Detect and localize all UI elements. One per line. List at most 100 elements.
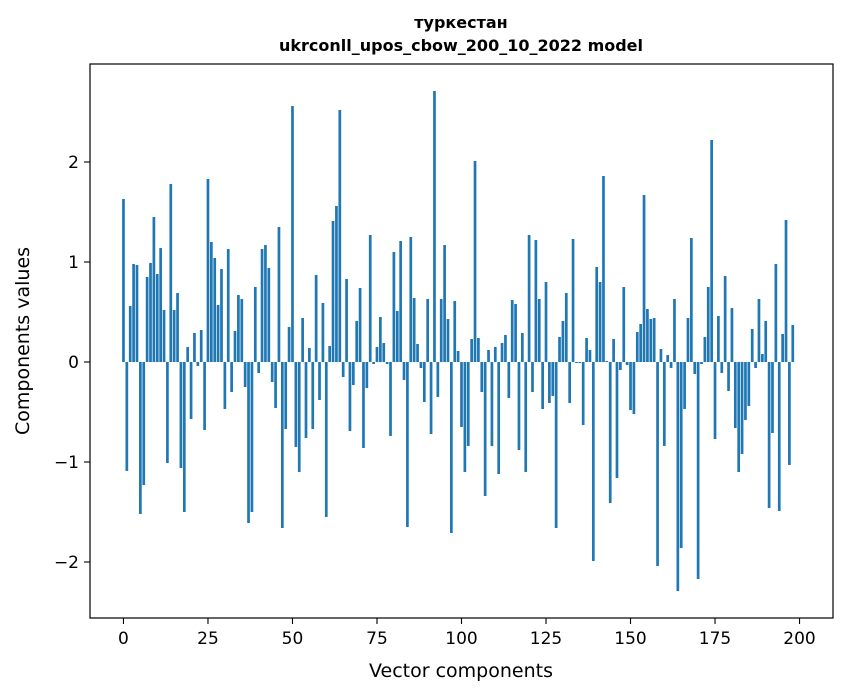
bar (294, 362, 298, 447)
bar (328, 346, 332, 362)
bar (450, 362, 453, 533)
bar (720, 362, 724, 373)
bar (324, 362, 328, 517)
bar (193, 333, 196, 362)
bar (132, 264, 135, 362)
bar (551, 362, 555, 396)
bar (284, 362, 288, 429)
bar (571, 239, 575, 362)
bar (781, 334, 784, 362)
bar (196, 362, 200, 366)
bar (490, 362, 494, 446)
bar (520, 333, 524, 362)
bar (544, 282, 548, 362)
bar (713, 362, 717, 439)
bar (629, 362, 632, 410)
bar (179, 362, 183, 468)
bar (676, 362, 680, 591)
bar (480, 362, 484, 392)
bar (483, 362, 487, 496)
bar (314, 275, 318, 362)
bar (537, 299, 541, 362)
bar (182, 362, 186, 512)
bar (747, 362, 751, 406)
bar (351, 362, 355, 385)
bar (744, 362, 747, 420)
bar (226, 249, 230, 362)
bar (186, 347, 190, 362)
y-axis-label: Components values (12, 247, 34, 435)
bar (649, 319, 653, 362)
bar (578, 362, 582, 363)
bar (253, 287, 257, 362)
y-tick-label: 2 (68, 153, 79, 173)
bar (149, 263, 152, 362)
bar (392, 252, 396, 362)
bar (686, 318, 690, 362)
bar (189, 362, 193, 419)
bar (233, 331, 237, 362)
bar (206, 179, 210, 362)
bar (619, 362, 622, 370)
bar (683, 362, 686, 409)
bar (761, 354, 764, 362)
bar (335, 206, 338, 362)
bar (740, 362, 744, 454)
bar (243, 362, 247, 387)
bar (426, 299, 430, 362)
bar (135, 265, 139, 362)
bar (159, 248, 162, 362)
bar (416, 344, 419, 362)
x-axis-ticks: 0 25 50 75 100 125 150 175 200 (118, 618, 816, 649)
bar (422, 362, 426, 402)
bar (162, 310, 166, 362)
bar (176, 293, 179, 362)
bar (730, 308, 734, 362)
bar (767, 362, 771, 508)
bar (591, 362, 595, 561)
bar (561, 321, 565, 362)
bar (433, 91, 436, 362)
bar (365, 362, 369, 388)
bar (700, 362, 703, 364)
bar (500, 343, 504, 362)
x-tick-label: 200 (783, 629, 815, 649)
bar (355, 321, 359, 362)
bar (399, 241, 402, 362)
bar (375, 347, 379, 362)
bar (230, 362, 233, 392)
bar (517, 362, 521, 450)
bar (666, 355, 670, 362)
bar (385, 362, 389, 364)
x-tick-label: 100 (445, 629, 477, 649)
bar (568, 362, 572, 403)
bar (291, 106, 294, 362)
bar (280, 362, 284, 528)
bar (409, 237, 413, 362)
bar (581, 362, 585, 425)
bar (652, 318, 656, 362)
bar (267, 268, 271, 362)
plot-frame (89, 63, 834, 619)
bar (301, 318, 304, 362)
bar (203, 362, 206, 430)
bar (247, 362, 250, 523)
x-tick-label: 150 (614, 629, 646, 649)
bar (382, 343, 386, 362)
x-tick-label: 0 (118, 629, 129, 649)
bar (216, 305, 220, 362)
bar (710, 140, 713, 362)
bar (757, 299, 761, 362)
bar (155, 274, 159, 362)
x-tick-label: 175 (699, 629, 731, 649)
bar (622, 287, 626, 362)
bar (625, 362, 629, 365)
y-axis-ticks: −2 −1 0 1 2 (54, 153, 90, 573)
bar (250, 362, 254, 512)
y-tick-label: −1 (54, 453, 79, 473)
bar (145, 277, 149, 362)
bar (554, 362, 558, 528)
bar (142, 362, 146, 485)
bar (575, 362, 578, 363)
